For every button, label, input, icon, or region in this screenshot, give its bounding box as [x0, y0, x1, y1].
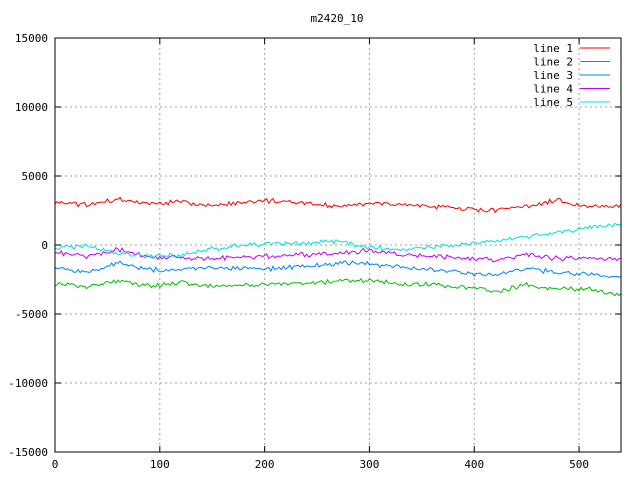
- series-line-2: [54, 277, 622, 297]
- x-tick-label: 400: [464, 458, 484, 471]
- chart-title: m2420_10: [311, 12, 364, 25]
- series-line-1: [54, 196, 622, 214]
- series-line-3: [54, 260, 622, 278]
- axes: 0 100 200 300 400 500 -15000 -10000 -5000 0 5000 10…: [8, 32, 622, 471]
- y-tick-label: 5000: [22, 170, 49, 183]
- x-tick-label: 200: [255, 458, 275, 471]
- legend-label: line 3: [533, 69, 573, 82]
- y-tick-label: -10000: [8, 377, 48, 390]
- x-tick-label: 300: [360, 458, 380, 471]
- y-tick-label: -5000: [15, 308, 48, 321]
- x-tick-label: 0: [52, 458, 59, 471]
- legend-label: line 1: [533, 42, 573, 55]
- legend-label: line 5: [533, 96, 573, 109]
- y-tick-label: -15000: [8, 446, 48, 459]
- x-tick-label: 100: [150, 458, 170, 471]
- x-tick-label: 500: [569, 458, 589, 471]
- legend-label: line 4: [533, 83, 573, 96]
- series-layer: [54, 196, 622, 297]
- grid-lines: [55, 38, 621, 452]
- y-tick-label: 0: [41, 239, 48, 252]
- series-line-5: [55, 222, 622, 259]
- y-tick-label: 15000: [15, 32, 48, 45]
- y-tick-label: 10000: [15, 101, 48, 114]
- legend-label: line 2: [533, 56, 573, 69]
